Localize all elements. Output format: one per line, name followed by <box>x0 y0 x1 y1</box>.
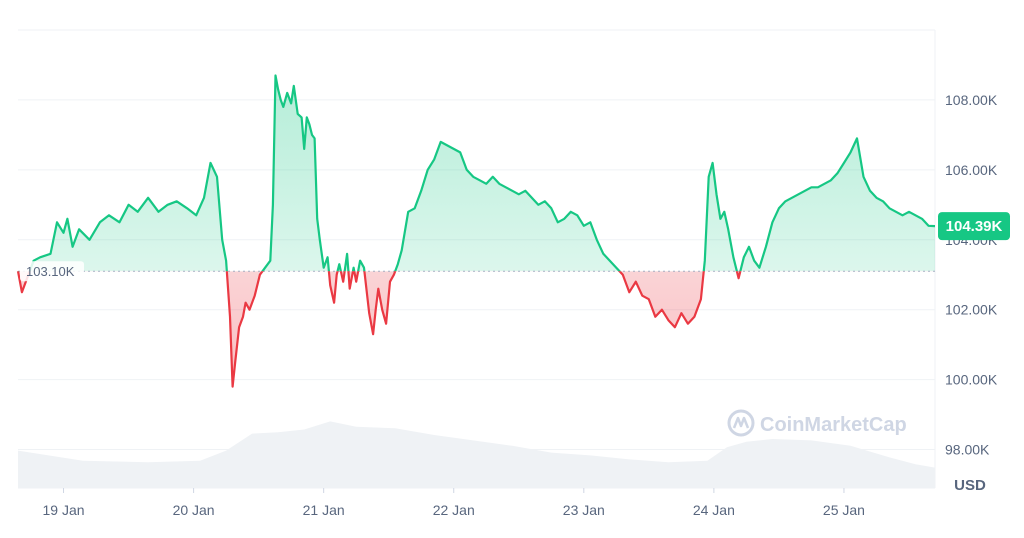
x-tick-label: 19 Jan <box>43 502 85 518</box>
x-tick-label: 24 Jan <box>693 502 735 518</box>
area-above-baseline <box>18 75 935 272</box>
y-tick-label: 108.00K <box>945 92 998 108</box>
line-below-baseline <box>16 271 742 388</box>
y-tick-label: 106.00K <box>945 162 998 178</box>
x-axis: 19 Jan 20 Jan 21 Jan 22 Jan 23 Jan 24 Jan 25 J… <box>43 488 865 518</box>
current-price-tag: 104.39K <box>938 212 1010 241</box>
y-tick-label: 98.00K <box>945 442 990 458</box>
baseline-label: 103.10K <box>26 264 75 279</box>
current-price-label: 104.39K <box>946 218 1003 235</box>
coinmarketcap-logo-icon <box>727 409 755 437</box>
watermark-text: CoinMarketCap <box>760 414 907 436</box>
volume-shape <box>18 421 935 488</box>
y-axis: 98.00K100.00K102.00K104.00K106.00K108.00… <box>945 92 998 458</box>
x-tick-label: 23 Jan <box>563 502 605 518</box>
x-tick-label: 22 Jan <box>433 502 475 518</box>
watermark: CoinMarketCap <box>727 409 907 437</box>
price-area <box>18 75 935 387</box>
x-tick-label: 21 Jan <box>303 502 345 518</box>
x-tick-label: 20 Jan <box>173 502 215 518</box>
price-line <box>16 74 936 388</box>
baseline-tag: 103.10K <box>20 261 84 282</box>
y-tick-label: 100.00K <box>945 372 998 388</box>
x-tick-label: 25 Jan <box>823 502 865 518</box>
line-above-baseline <box>17 74 936 272</box>
area-below-baseline <box>18 271 741 387</box>
volume-area <box>18 421 935 488</box>
currency-label: USD <box>954 477 986 494</box>
y-tick-label: 102.00K <box>945 302 998 318</box>
